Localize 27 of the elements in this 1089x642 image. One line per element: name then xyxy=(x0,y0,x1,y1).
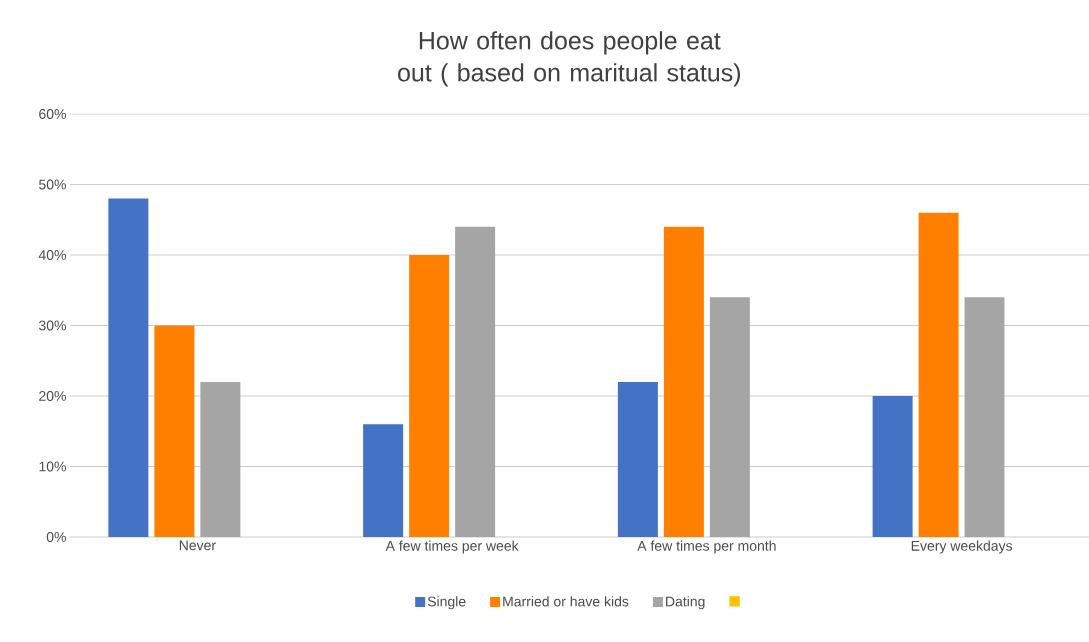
bar xyxy=(455,226,496,537)
x-tick-label: A few times per month xyxy=(637,540,776,554)
y-tick-label: 0% xyxy=(46,532,66,542)
bar xyxy=(363,424,404,537)
legend-label: Married or have kids xyxy=(503,596,629,607)
x-tick-label: Never xyxy=(179,540,216,551)
legend-label: Dating xyxy=(666,596,705,610)
bar xyxy=(872,395,913,537)
bar xyxy=(154,325,195,537)
x-tick-label: Every weekdays xyxy=(911,540,1013,554)
bar xyxy=(918,212,959,537)
y-tick-label: 50% xyxy=(39,179,66,190)
bar xyxy=(709,297,750,537)
bar xyxy=(964,297,1005,537)
chart-title: How often does people eat out ( based on maritual status) xyxy=(398,31,740,87)
y-tick-label: 40% xyxy=(38,250,66,260)
legend-label: Single xyxy=(427,596,466,610)
bar xyxy=(663,226,704,537)
y-tick-label: 20% xyxy=(39,391,66,401)
y-tick-label: 10% xyxy=(39,461,66,472)
bar xyxy=(409,254,450,537)
bar xyxy=(617,381,658,537)
x-tick-label: A few times per week xyxy=(385,540,519,554)
bar xyxy=(200,381,241,537)
y-tick-label: 30% xyxy=(38,320,66,331)
bar xyxy=(108,198,149,537)
y-tick-label: 60% xyxy=(39,109,66,119)
